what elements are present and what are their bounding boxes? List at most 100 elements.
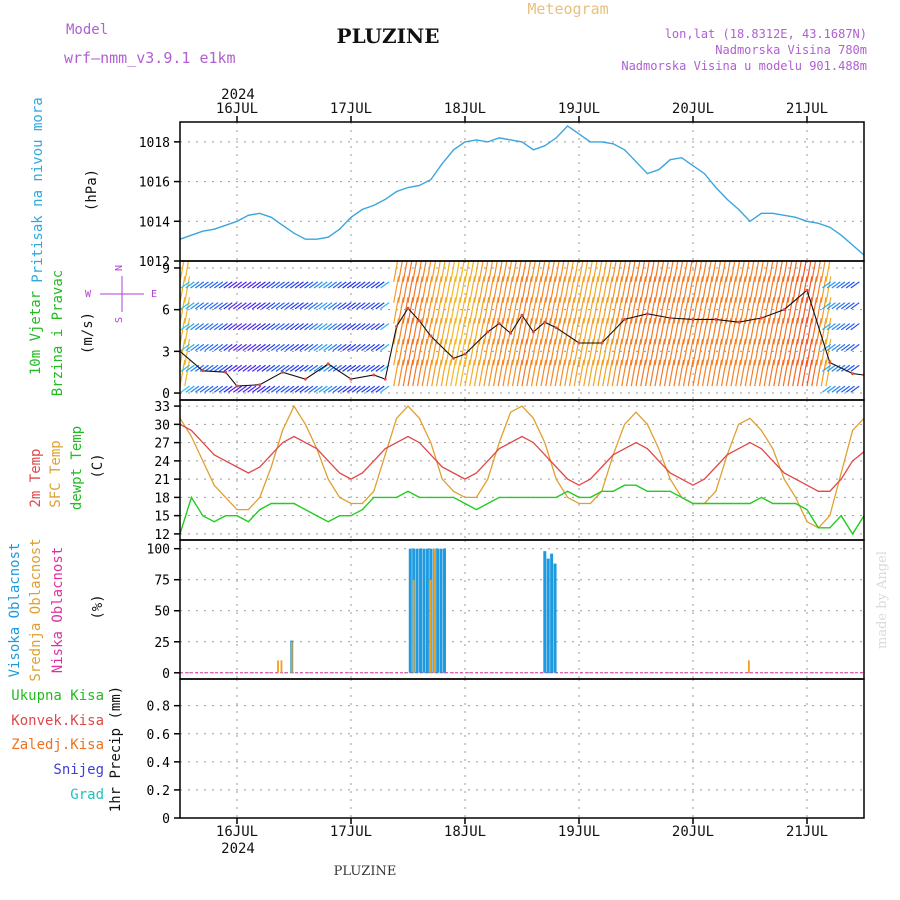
sfc-temp-line-point — [795, 496, 797, 498]
wind-arrow — [397, 317, 404, 345]
wind-arrow — [559, 359, 566, 387]
sfc-temp-line — [179, 404, 865, 529]
sfc-temp-line-point — [738, 423, 740, 425]
wind-arrow — [327, 364, 338, 372]
wind-arrow — [426, 317, 433, 345]
wind-arrow — [492, 297, 499, 324]
precip-grad-label: Grad — [70, 787, 104, 803]
wind-arrow — [365, 323, 376, 331]
wind-arrow — [611, 359, 618, 387]
wind-arrow — [356, 385, 366, 393]
sfc-temp-line-point — [783, 478, 785, 480]
wind-arrow — [673, 297, 680, 324]
wind-arrow — [526, 338, 533, 366]
wind-arrow — [701, 276, 708, 303]
wind-arrow — [758, 297, 765, 324]
wind-arrow — [213, 281, 224, 289]
wind-arrow — [299, 281, 309, 289]
wind-arrow — [796, 297, 803, 324]
temp2m-line-point — [703, 478, 706, 480]
wind-arrow — [782, 261, 788, 282]
wind-arrow — [587, 261, 593, 282]
wind-arrow — [850, 343, 860, 352]
wind-arrow — [270, 343, 281, 352]
precip-frame — [179, 678, 865, 819]
wind-arrow — [356, 323, 366, 331]
wind-arrow — [454, 261, 460, 282]
wind-arrow — [526, 297, 533, 324]
pressure-line-point — [795, 216, 797, 218]
wind-arrow — [237, 364, 247, 372]
wind-arrow — [777, 317, 784, 345]
cloud-high-bar — [415, 548, 419, 673]
wind-arrow — [711, 359, 718, 387]
dewpt-line-point — [612, 490, 614, 492]
wind-arrow — [826, 281, 836, 289]
cloud-high-bar — [546, 558, 550, 673]
wind-arrow — [654, 317, 661, 345]
wind-arrow — [635, 338, 642, 366]
cloud-high-bar — [425, 548, 429, 673]
date-label-bottom: 17JUL — [330, 824, 372, 840]
pressure-line-point — [589, 141, 592, 143]
precip-frz-label: Zaledj.Kisa — [11, 737, 104, 753]
wind-arrow — [640, 359, 647, 387]
wind-speed-point — [235, 384, 239, 388]
axis-layer: 1012101410161018036912151821242730330255… — [139, 101, 828, 840]
wind-arrow — [821, 364, 832, 372]
pressure-line-point — [658, 169, 660, 171]
wind-arrow — [697, 261, 703, 282]
pressure-unit: (hPa) — [84, 169, 100, 211]
date-label-top: 17JUL — [330, 101, 372, 117]
wind-arrow — [416, 359, 423, 387]
wind-arrow — [370, 302, 380, 310]
wind-arrow — [478, 338, 485, 366]
wind-arrow — [337, 302, 347, 310]
wind-arrow — [768, 276, 775, 303]
sfc-temp-line-point — [327, 478, 329, 480]
wind-arrow — [654, 297, 661, 324]
temp2m-line-point — [475, 472, 477, 474]
wind-arrow — [687, 261, 693, 282]
wind-arrow — [840, 364, 851, 372]
wind-arrow — [773, 297, 780, 324]
wind-arrow — [361, 281, 371, 289]
wind-arrow — [644, 297, 651, 324]
wind-ytick-label: 0 — [162, 387, 170, 402]
wind-arrow — [659, 359, 666, 387]
wind-unit: (m/s) — [80, 312, 96, 354]
wind-arrow — [483, 317, 490, 345]
cloud-unit: (%) — [90, 594, 106, 619]
wind-arrow — [616, 276, 623, 303]
wind-arrow — [184, 261, 190, 282]
wind-arrow — [256, 385, 266, 393]
sfc-temp-line-point — [475, 496, 477, 498]
dewpt-line-point — [304, 508, 306, 511]
pressure-line-point — [852, 244, 854, 246]
wind-arrow — [535, 359, 542, 387]
cloud-mid-bar — [280, 660, 283, 673]
wind-arrow — [630, 338, 637, 366]
wind-arrow — [787, 276, 794, 303]
wind-arrow — [332, 302, 342, 310]
wind-arrow — [739, 338, 746, 366]
wind-arrow — [232, 302, 243, 310]
pressure-line-point — [213, 228, 215, 230]
temp2m-line-point — [373, 460, 375, 462]
wind-arrow — [806, 359, 813, 387]
wind-arrow — [416, 317, 423, 345]
wind-arrow — [630, 359, 637, 387]
pressure-line-point — [829, 226, 831, 228]
precip-ytick-label: 0.4 — [147, 756, 171, 771]
wind-arrow — [270, 323, 281, 331]
wind-arrow — [568, 317, 575, 345]
wind-arrow — [393, 261, 399, 282]
wind-arrow — [806, 338, 813, 366]
wind-arrow — [308, 364, 319, 372]
wind-arrow — [209, 323, 219, 331]
date-label-bottom: 18JUL — [444, 824, 486, 840]
wind-speed-point — [623, 317, 627, 321]
data-layer — [179, 125, 865, 674]
wind-arrow — [811, 359, 818, 387]
wind-arrow — [337, 364, 347, 372]
